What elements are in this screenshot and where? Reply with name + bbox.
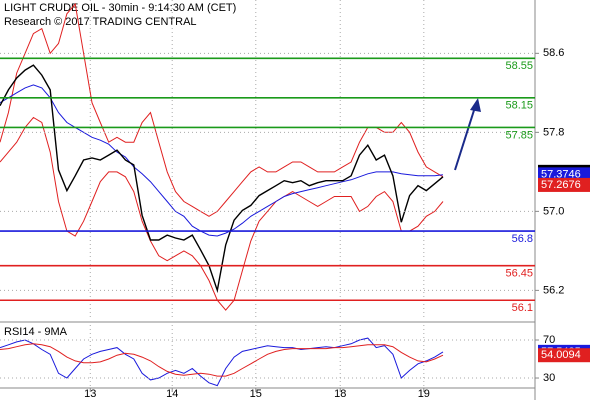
y-tick-label: 57.0 bbox=[543, 205, 564, 217]
level-label: 56.8 bbox=[512, 233, 533, 245]
x-tick-label: 13 bbox=[84, 388, 96, 400]
level-label: 56.1 bbox=[512, 302, 533, 314]
price-marker bbox=[538, 348, 590, 363]
price-marker-label: 57.3746 bbox=[541, 168, 581, 180]
x-tick-label: 18 bbox=[334, 388, 346, 400]
chart-title: LIGHT CRUDE OIL - 30min - 9:14:30 AM (CE… bbox=[4, 2, 236, 14]
price-marker-label: 54.0094 bbox=[541, 349, 581, 361]
level-label: 56.45 bbox=[505, 268, 533, 280]
rsi-title: RSI14 - 9MA bbox=[4, 326, 68, 338]
level-label: 58.15 bbox=[505, 100, 533, 112]
price-marker bbox=[538, 167, 590, 182]
series-line bbox=[0, 337, 444, 387]
series-line bbox=[0, 343, 444, 377]
trend-arrow bbox=[454, 98, 481, 171]
series-line bbox=[0, 84, 444, 237]
level-label: 58.55 bbox=[505, 60, 533, 72]
y-tick-label: 30 bbox=[543, 372, 555, 384]
chart-subtitle: Research © 2017 TRADING CENTRAL bbox=[4, 16, 197, 28]
price-marker bbox=[538, 177, 590, 192]
x-tick-label: 15 bbox=[250, 388, 262, 400]
y-tick-label: 58.6 bbox=[543, 47, 564, 59]
y-tick-label: 70 bbox=[543, 334, 555, 346]
series-line bbox=[0, 116, 444, 311]
plot-area bbox=[0, 337, 444, 387]
y-tick-label: 56.2 bbox=[543, 284, 564, 296]
y-tick-label: 57.8 bbox=[543, 126, 564, 138]
price-marker-label: 57.2676 bbox=[541, 179, 581, 191]
x-tick-label: 19 bbox=[418, 388, 430, 400]
x-tick-label: 14 bbox=[166, 388, 178, 400]
series-line bbox=[0, 64, 444, 294]
level-label: 57.85 bbox=[505, 129, 533, 141]
